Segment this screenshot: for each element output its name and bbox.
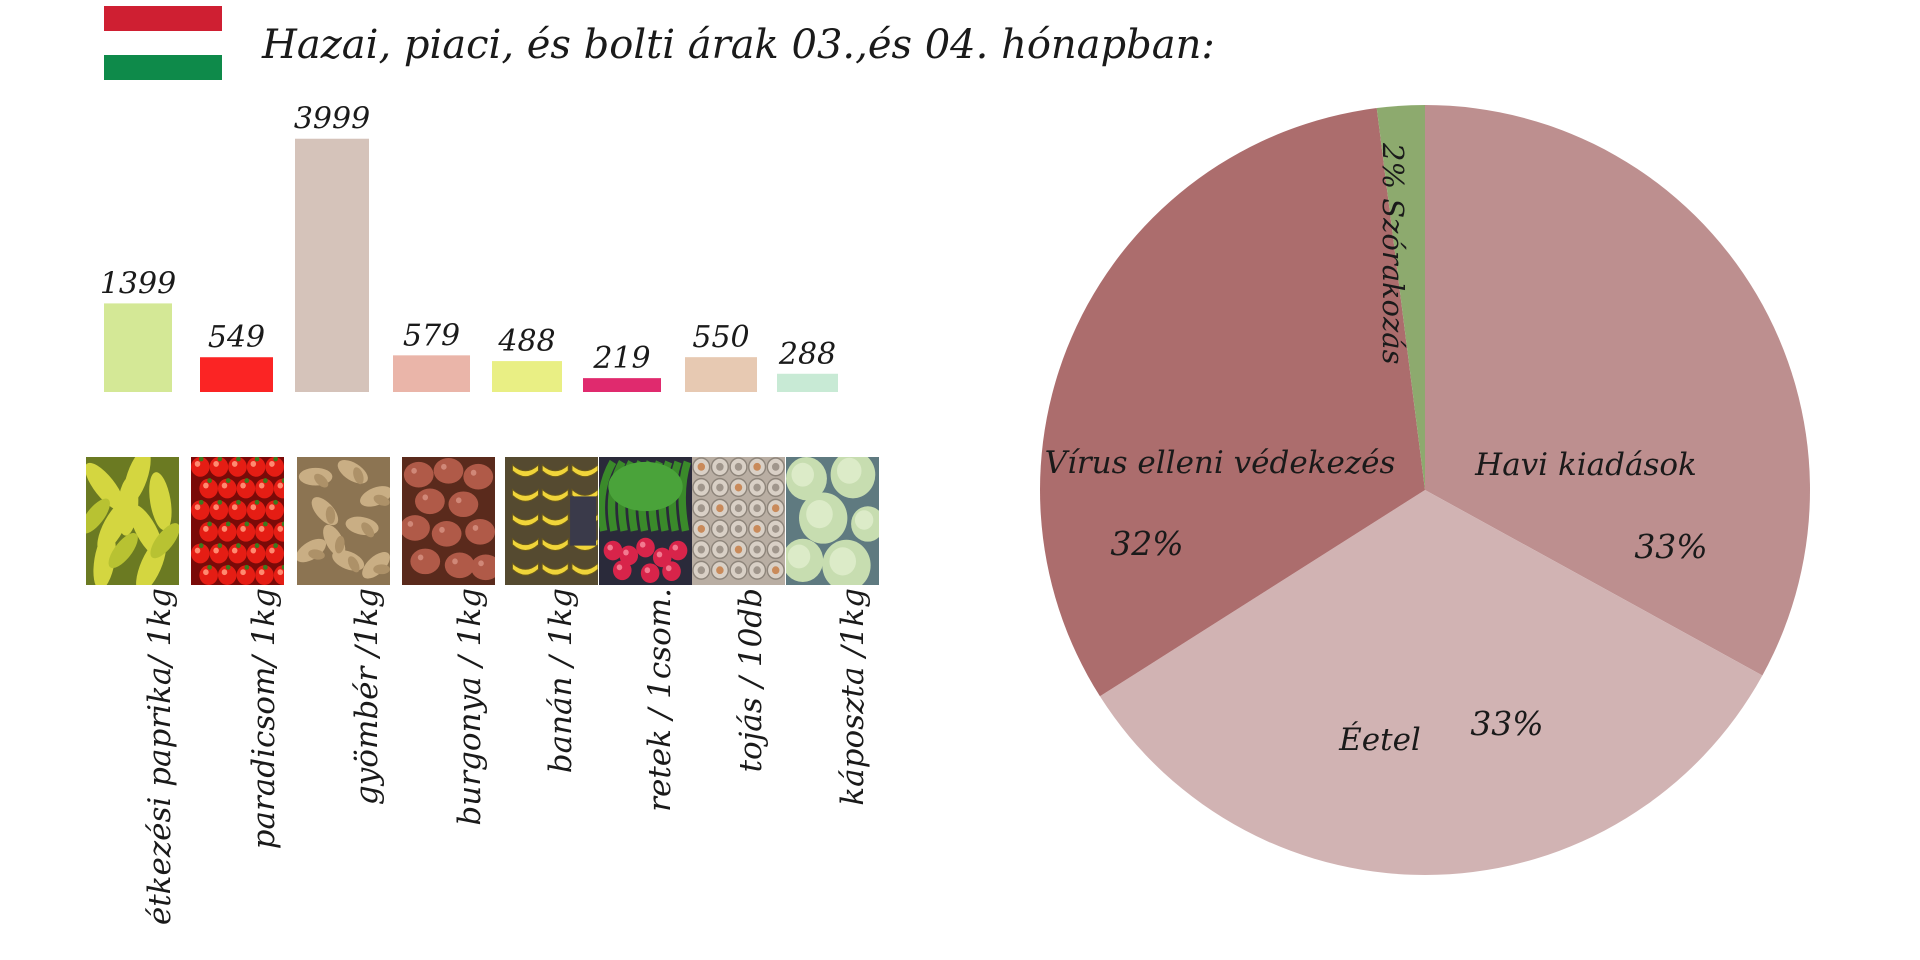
potatoes-image (402, 457, 495, 585)
bar-0 (104, 303, 172, 392)
pie-slice-0 (1425, 105, 1810, 676)
bar-3 (393, 355, 470, 392)
bar-4 (492, 361, 562, 392)
pie-slice-value: 32% (1110, 524, 1183, 563)
flag-stripe-white (104, 30, 222, 56)
bar-value-label: 550 (692, 320, 749, 355)
pie-slice-value: 33% (1634, 527, 1707, 566)
bananas-image (505, 457, 598, 585)
pie-slice-label: Éetel (1338, 720, 1421, 758)
bar-value-label: 219 (592, 341, 650, 376)
pie-slice-3 (1376, 105, 1425, 490)
hungarian-flag (104, 6, 222, 80)
peppers-image (86, 457, 179, 585)
radishes-image (599, 457, 692, 585)
pie-slice-label: Vírus elleni védekezés (1045, 445, 1396, 481)
bar-chart: 1399 549 3999 579 488 219 550 288 (100, 102, 838, 392)
bar-value-label: 549 (208, 320, 265, 355)
flag-stripe-green (104, 55, 222, 80)
bar-value-label: 3999 (294, 102, 370, 137)
cabbage-image (786, 457, 879, 585)
bar-value-label: 1399 (100, 266, 176, 301)
pie-slice-value: 33% (1470, 704, 1543, 743)
pie-slice-1 (1099, 490, 1763, 876)
bar-1 (200, 357, 273, 392)
bar-6 (685, 357, 757, 392)
pie-slice-2 (1039, 108, 1425, 697)
ginger-image (297, 457, 390, 585)
pie-slice-label: Havi kiadások (1474, 447, 1697, 483)
bar-5 (583, 378, 661, 392)
bar-value-label: 579 (403, 318, 460, 353)
pie-small-slice-label: 2% Szórakozás (1376, 142, 1410, 364)
flag-stripe-red (104, 6, 222, 31)
tomatoes-image (191, 457, 284, 585)
bar-7 (777, 373, 838, 392)
bar-value-label: 488 (497, 324, 555, 359)
bar-value-label: 288 (778, 337, 836, 372)
page-title: Hazai, piaci, és bolti árak 03.,és 04. h… (262, 22, 1215, 68)
bar-2 (295, 138, 369, 392)
eggs-image (692, 457, 785, 585)
